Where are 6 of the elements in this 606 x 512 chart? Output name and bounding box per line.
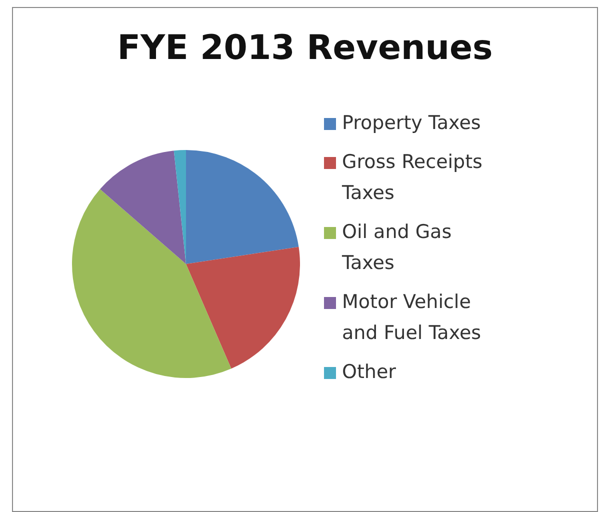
chart-title: FYE 2013 Revenues (116, 28, 494, 68)
legend-label: Property Taxes (342, 111, 481, 136)
legend-label: Other (342, 360, 396, 385)
legend-label: Oil and Gas Taxes (342, 220, 453, 276)
legend-label: Gross Receipts Taxes (342, 150, 484, 206)
legend-label: Motor Vehicle and Fuel Taxes (342, 290, 482, 346)
